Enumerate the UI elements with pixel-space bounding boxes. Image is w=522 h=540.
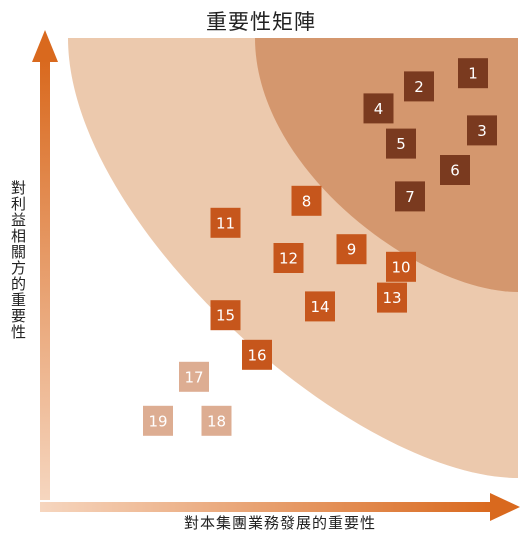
data-point-3: 3 (467, 115, 497, 146)
data-point-box (386, 251, 416, 282)
data-point-7: 7 (395, 181, 425, 212)
data-point-1: 1 (458, 58, 488, 89)
data-point-16: 16 (242, 339, 272, 370)
data-point-label: 3 (477, 122, 487, 140)
data-point-15: 15 (210, 300, 241, 331)
data-point-label: 12 (279, 250, 298, 268)
data-point-8: 8 (291, 185, 322, 216)
data-point-label: 15 (216, 307, 235, 325)
data-point-9: 9 (336, 234, 367, 265)
data-point-label: 2 (414, 78, 424, 96)
inner-region (255, 38, 518, 292)
data-point-14: 14 (305, 291, 335, 322)
data-point-2: 2 (404, 71, 434, 102)
data-point-box (291, 185, 322, 216)
data-point-5: 5 (386, 128, 416, 159)
y-axis-arrowhead (32, 30, 58, 62)
x-axis (40, 502, 492, 512)
data-point-box (440, 155, 470, 185)
data-point-6: 6 (440, 155, 470, 185)
x-axis-arrowhead (490, 493, 520, 521)
data-point-box (273, 243, 304, 273)
y-axis-label: 對利益相關方的重要性 (9, 180, 27, 340)
data-point-label: 11 (216, 214, 235, 232)
data-point-11: 11 (210, 207, 241, 238)
data-point-box (458, 58, 488, 89)
data-point-box (377, 282, 407, 313)
data-point-box (467, 115, 497, 146)
data-point-13: 13 (377, 282, 407, 313)
data-point-label: 14 (310, 298, 329, 316)
y-axis (40, 60, 50, 500)
data-point-label: 8 (302, 192, 312, 210)
data-point-label: 7 (405, 188, 415, 206)
data-point-box (336, 234, 367, 265)
data-point-label: 13 (382, 289, 401, 307)
data-point-label: 6 (450, 162, 460, 180)
data-point-box (363, 93, 394, 124)
data-point-label: 4 (374, 100, 384, 118)
data-point-box (143, 405, 173, 436)
data-point-box (404, 71, 434, 102)
data-point-box (210, 300, 241, 331)
data-point-box (386, 128, 416, 159)
data-point-label: 19 (148, 412, 167, 430)
data-point-4: 4 (363, 93, 394, 124)
data-point-box (395, 181, 425, 212)
data-point-label: 10 (391, 258, 410, 276)
chart-title: 重要性矩陣 (206, 10, 316, 34)
data-point-label: 18 (207, 412, 226, 430)
data-point-box (305, 291, 335, 322)
data-point-box (242, 339, 272, 370)
data-point-box (201, 405, 232, 436)
data-point-19: 19 (143, 405, 173, 436)
data-point-label: 16 (247, 346, 266, 364)
data-point-box (179, 361, 209, 392)
data-point-label: 17 (184, 368, 203, 386)
data-point-17: 17 (179, 361, 209, 392)
data-point-12: 12 (273, 243, 304, 273)
data-point-18: 18 (201, 405, 232, 436)
data-point-10: 10 (386, 251, 416, 282)
data-point-label: 1 (468, 65, 478, 83)
data-point-label: 5 (396, 135, 406, 153)
x-axis-label: 對本集團業務發展的重要性 (183, 514, 376, 532)
data-point-label: 9 (347, 241, 357, 259)
data-point-box (210, 207, 241, 238)
